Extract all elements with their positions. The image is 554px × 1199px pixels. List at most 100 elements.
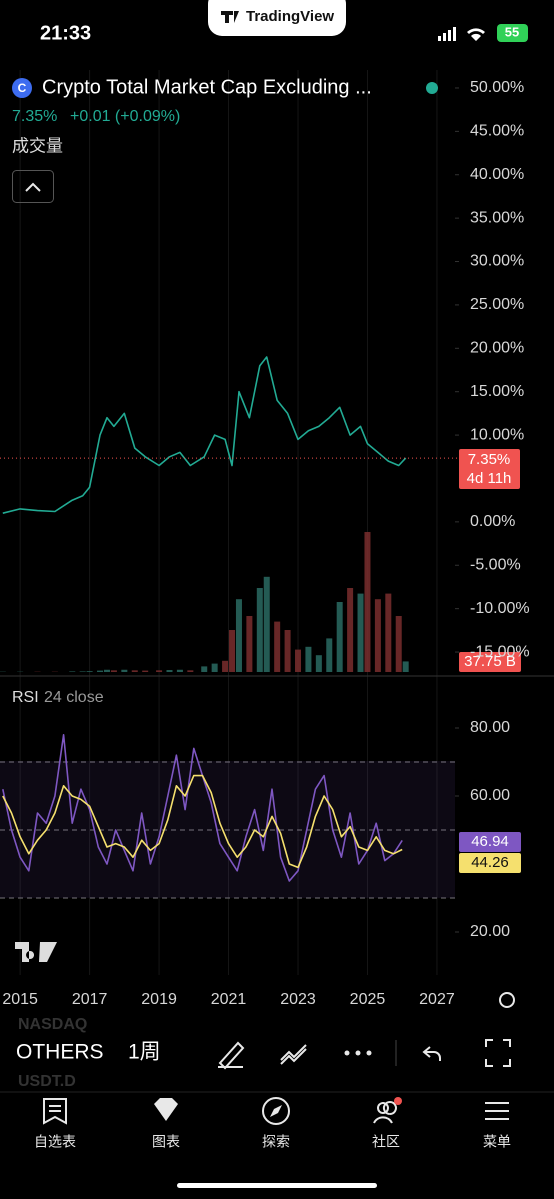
ghost-symbol: USDT.D — [18, 1073, 76, 1090]
series-line — [2, 774, 403, 869]
volume-bar — [235, 599, 242, 672]
volume-bar — [211, 663, 218, 672]
tab-label[interactable]: 自选表 — [34, 1134, 76, 1150]
volume-bar — [395, 616, 402, 672]
volume-bar — [201, 666, 208, 672]
volume-bar — [222, 660, 229, 672]
draw-icon[interactable] — [218, 1041, 245, 1070]
battery-level: 55 — [505, 24, 519, 39]
ma-tag-value: 44.26 — [471, 854, 509, 871]
y-tick-label: 45.00% — [470, 123, 524, 140]
indicator-icon[interactable] — [280, 1044, 307, 1065]
x-tick-label: 2017 — [72, 991, 108, 1008]
chart-title: Crypto Total Market Cap Excluding ... — [42, 76, 372, 98]
volume-bar — [295, 649, 302, 672]
volume-bar — [176, 669, 183, 672]
tab-label[interactable]: 社区 — [372, 1134, 400, 1150]
tab-icon-needle — [270, 1105, 282, 1117]
x-tick-label: 2021 — [211, 991, 247, 1008]
volume-bar — [315, 655, 322, 672]
x-tick-label: 2025 — [350, 991, 386, 1008]
volume-bar — [336, 602, 343, 672]
grid — [0, 70, 459, 975]
volume-bar — [284, 630, 291, 672]
volume-bar — [121, 669, 128, 672]
y-tick-label: 15.00% — [470, 383, 524, 400]
ghost-symbol: NASDAQ — [18, 1016, 87, 1033]
tab-label[interactable]: 图表 — [152, 1134, 180, 1150]
more-icon[interactable] — [344, 1050, 372, 1056]
y-tick-label: -5.00% — [470, 556, 521, 573]
volume-bar — [166, 670, 173, 672]
rsi-tag-value: 46.94 — [471, 833, 509, 850]
y-tick-label: 80.00 — [470, 719, 510, 736]
price-tag-value: 7.35% — [468, 451, 511, 468]
interval[interactable]: 1周 — [128, 1041, 161, 1064]
y-tick-label: -15.00% — [470, 643, 530, 660]
y-tick-label: 50.00% — [470, 79, 524, 96]
volume-bar — [364, 532, 371, 672]
volume-bar — [110, 670, 117, 672]
symbol-icon — [12, 78, 32, 98]
volume-bar — [357, 593, 364, 672]
tab-icon[interactable] — [43, 1098, 67, 1125]
tab-icon-head — [377, 1102, 389, 1114]
volume-bar — [79, 671, 86, 672]
y-tick-label: 10.00% — [470, 426, 524, 443]
y-tick-label: 35.00% — [470, 209, 524, 226]
symbol-icon-glyph: C — [18, 81, 27, 95]
volume-bar — [305, 646, 312, 672]
notification-dot — [394, 1097, 402, 1105]
volume-bar — [142, 670, 149, 672]
volume-bar — [229, 630, 236, 672]
wifi — [467, 28, 485, 41]
y-tick-label: 20.00% — [470, 340, 524, 357]
settings-icon[interactable] — [499, 992, 515, 1008]
battery — [497, 24, 528, 42]
volume-tag-value: 37.75 B — [464, 653, 516, 670]
y-tick-label: 20.00 — [470, 923, 510, 940]
volume-bar — [187, 670, 194, 672]
home-indicator — [177, 1183, 377, 1188]
ma-tag — [459, 853, 521, 873]
y-tick-label: -10.00% — [470, 600, 530, 617]
symbol[interactable]: OTHERS — [16, 1041, 104, 1064]
volume-label: 成交量 — [12, 136, 63, 155]
rsi-tag — [459, 832, 521, 852]
y-tick-label: 30.00% — [470, 253, 524, 270]
price-tag — [459, 449, 520, 489]
chevron — [25, 182, 41, 192]
tab-label[interactable]: 菜单 — [483, 1134, 511, 1150]
undo-icon[interactable] — [422, 1046, 441, 1061]
x-tick-label: 2027 — [419, 991, 455, 1008]
tab-icon[interactable] — [154, 1098, 178, 1121]
volume-bar — [69, 671, 76, 672]
time: 21:33 — [40, 22, 91, 44]
brand: TradingView — [246, 8, 334, 25]
rsi-band — [0, 761, 455, 898]
collapse-button[interactable] — [12, 170, 54, 203]
brand-logo — [221, 11, 239, 23]
volume-bar — [402, 661, 409, 672]
volume-tag — [459, 652, 521, 672]
fullscreen-icon[interactable] — [485, 1039, 511, 1067]
series-line — [2, 356, 407, 514]
volume-bar — [374, 599, 381, 672]
tab-icon[interactable] — [485, 1102, 509, 1120]
volume-bar — [246, 616, 253, 672]
x-tick-label: 2015 — [2, 991, 38, 1008]
change: +0.01 (+0.09%) — [70, 108, 180, 125]
y-tick-label: 25.00% — [470, 296, 524, 313]
volume-bar — [97, 670, 104, 672]
y-tick-label: 60.00 — [470, 787, 510, 804]
y-tick-label: 40.00% — [470, 166, 524, 183]
volume-bar — [347, 588, 354, 672]
volume-bar — [156, 670, 163, 672]
tab-icon[interactable] — [262, 1097, 290, 1125]
rsi-name: RSI — [12, 689, 39, 706]
volume-bar — [263, 576, 270, 672]
tab-label[interactable]: 探索 — [262, 1134, 290, 1150]
plot — [0, 356, 459, 882]
